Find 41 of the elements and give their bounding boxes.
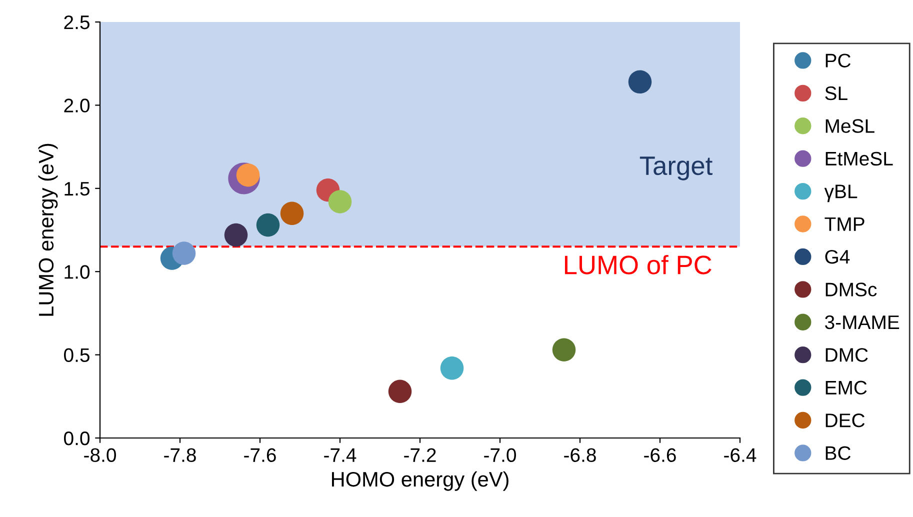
x-tick-label: -7.0 [484, 448, 516, 462]
x-tick-label: -6.8 [564, 448, 596, 462]
legend-label: PC [826, 54, 851, 68]
point [224, 223, 248, 247]
legend-label: EMC [826, 380, 867, 395]
y-tick-label: 2.0 [64, 98, 90, 112]
ref-line-label: LUMO of PC [564, 254, 712, 274]
point [280, 202, 304, 225]
x-tick-label: -7.6 [244, 448, 276, 462]
y-tick-label: 1.0 [64, 265, 90, 279]
legend-label: G4 [825, 250, 850, 264]
y-tick-label: 0.0 [64, 431, 90, 446]
point [388, 380, 412, 404]
legend-label: TMP [824, 217, 864, 231]
band-label: Target [640, 156, 712, 180]
point [628, 70, 652, 94]
legend-label: MeSL [826, 119, 874, 133]
legend-label: DMC [826, 348, 868, 362]
point [172, 242, 196, 265]
x-tick-label: -7.2 [404, 448, 436, 462]
legend-label: DMSc [826, 282, 877, 296]
legend-label: DEC [826, 413, 865, 428]
legend-label: BC [826, 446, 851, 460]
x-tick-label: -6.6 [644, 448, 676, 462]
legend-label: 3-MAME [825, 315, 900, 330]
legend-label: SL [825, 86, 848, 100]
point [328, 190, 352, 214]
y-tick-label: 2.5 [64, 15, 90, 30]
legend-label: EtMeSL [826, 152, 893, 166]
x-tick-label: -7.8 [164, 448, 196, 462]
y-tick-label: 1.5 [64, 182, 90, 196]
point [552, 338, 576, 362]
x-tick-label: -6.4 [724, 448, 756, 462]
x-tick-label: -7.4 [324, 448, 356, 462]
point [440, 356, 464, 380]
y-axis-title: LUMO energy (eV) [38, 144, 58, 316]
legend-label: γBL [824, 184, 858, 202]
x-axis-title: HOMO energy (eV) [332, 471, 508, 491]
x-tick-label: -8.0 [84, 448, 116, 462]
y-tick-label: 0.5 [64, 348, 90, 362]
point [256, 213, 280, 237]
